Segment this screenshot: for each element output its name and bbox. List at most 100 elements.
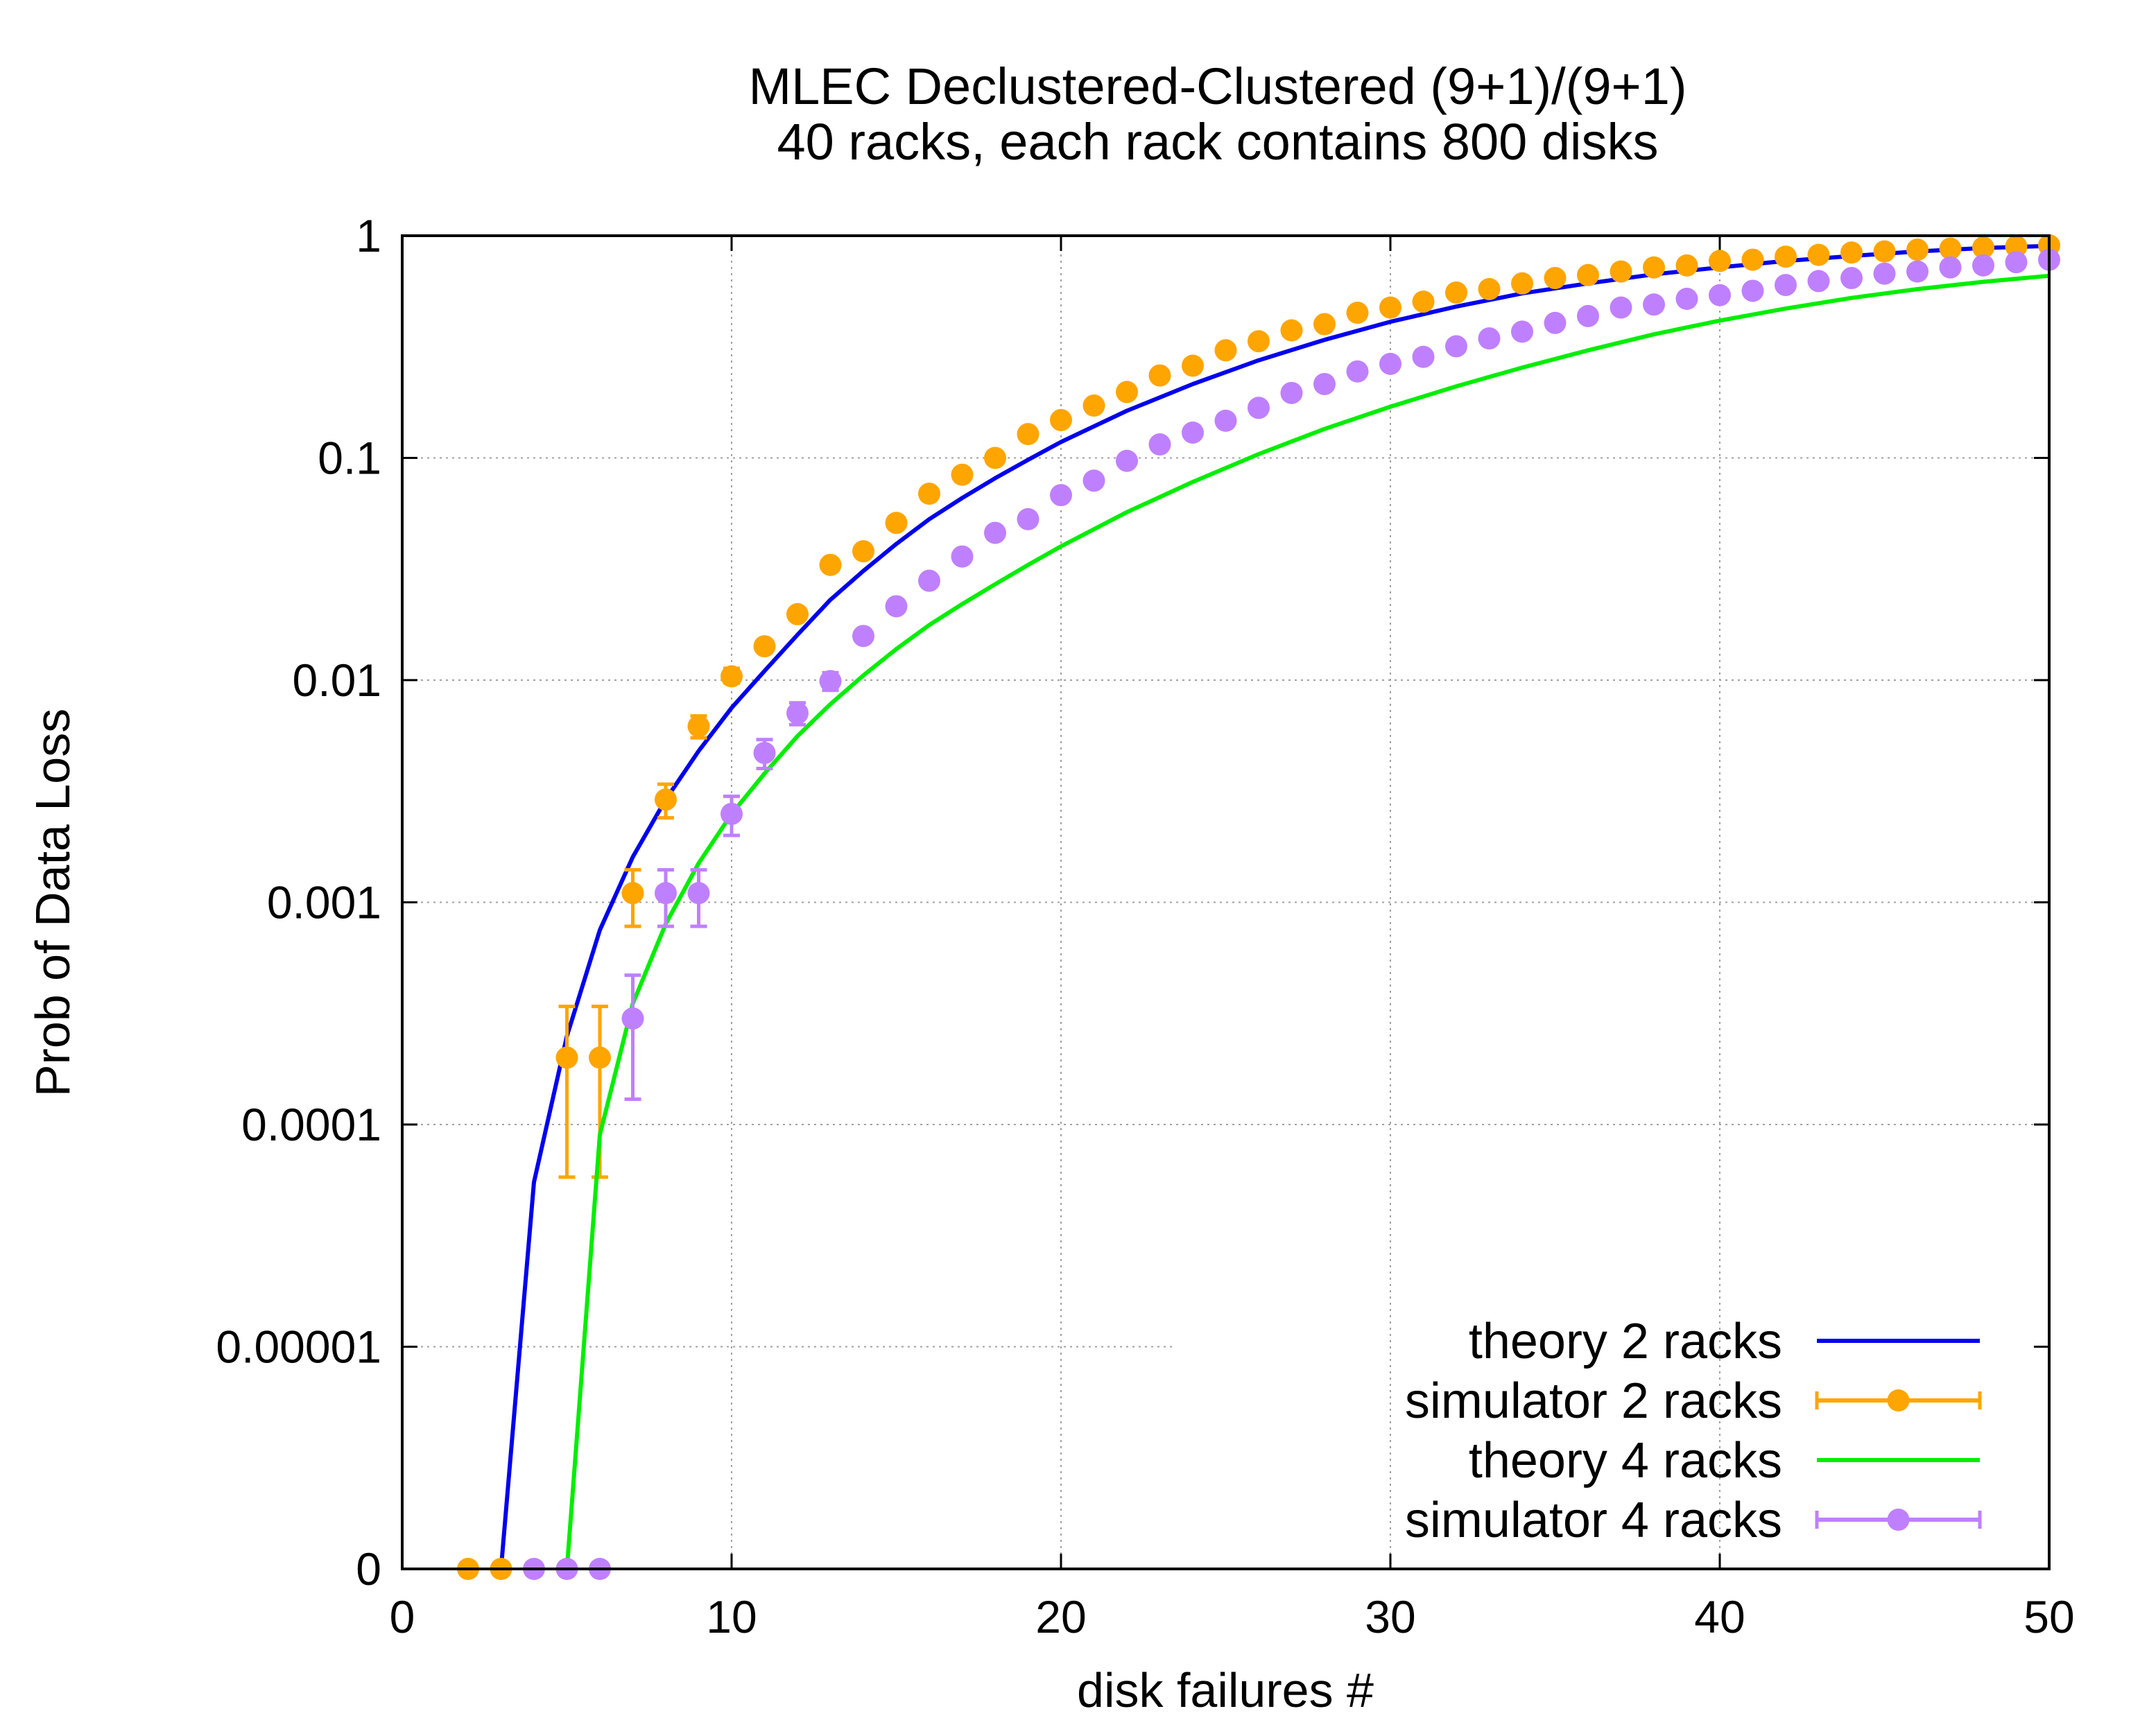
data-point bbox=[2005, 235, 2028, 258]
series-layer bbox=[457, 234, 2060, 1580]
data-point bbox=[1511, 320, 1533, 343]
data-point bbox=[1840, 241, 1863, 264]
data-point bbox=[655, 788, 677, 811]
grid bbox=[402, 236, 2049, 1569]
x-tick-label: 30 bbox=[1365, 1591, 1415, 1642]
data-point bbox=[1017, 507, 1039, 530]
data-point bbox=[621, 882, 644, 905]
data-point bbox=[1873, 240, 1896, 263]
data-point bbox=[2005, 251, 2028, 274]
data-point bbox=[1741, 248, 1764, 271]
y-tick-label: 0.001 bbox=[267, 877, 381, 928]
data-point bbox=[1412, 345, 1435, 368]
x-tick-label: 50 bbox=[2024, 1591, 2074, 1642]
legend-label: theory 4 racks bbox=[1469, 1433, 1782, 1488]
data-point bbox=[852, 625, 874, 648]
data-point bbox=[1116, 449, 1138, 472]
data-point bbox=[951, 463, 974, 486]
x-tick-label: 20 bbox=[1035, 1591, 1086, 1642]
legend-item-3: theory 4 racks bbox=[1469, 1433, 1980, 1488]
data-point bbox=[1610, 296, 1632, 319]
ticks: 0 10 20 30 40 50 0 0.00001 0.0001 0.001 0.01 0.1 1 bbox=[216, 210, 2074, 1642]
data-point bbox=[984, 521, 1006, 544]
data-point bbox=[885, 512, 908, 535]
data-point bbox=[1148, 364, 1171, 387]
data-point bbox=[1346, 302, 1369, 324]
data-point bbox=[1775, 274, 1797, 297]
data-point bbox=[1544, 311, 1567, 334]
data-point bbox=[1775, 245, 1797, 268]
data-point bbox=[1972, 254, 1994, 277]
data-point bbox=[1643, 293, 1665, 316]
data-point bbox=[1148, 433, 1171, 456]
data-point bbox=[721, 802, 743, 825]
data-point bbox=[1445, 335, 1467, 358]
data-point bbox=[621, 1007, 644, 1030]
data-point bbox=[1873, 262, 1896, 285]
data-point bbox=[1379, 352, 1401, 375]
data-point bbox=[1972, 236, 1994, 259]
data-point bbox=[1182, 421, 1204, 444]
data-point bbox=[1017, 423, 1039, 446]
legend-label: simulator 2 racks bbox=[1405, 1373, 1782, 1429]
data-point bbox=[753, 635, 776, 658]
data-point bbox=[687, 715, 710, 738]
data-point bbox=[1544, 267, 1567, 290]
series-line bbox=[499, 243, 2050, 1570]
data-point bbox=[1807, 243, 1830, 266]
data-point bbox=[786, 602, 809, 625]
data-point bbox=[1675, 254, 1698, 277]
data-point bbox=[885, 595, 908, 618]
series-1 bbox=[499, 243, 2050, 1570]
data-point bbox=[1280, 381, 1303, 404]
data-point bbox=[753, 742, 776, 765]
data-point bbox=[1082, 394, 1105, 417]
data-point bbox=[1082, 469, 1105, 492]
x-tick-label: 40 bbox=[1694, 1591, 1745, 1642]
data-point bbox=[1346, 360, 1369, 383]
data-point bbox=[1182, 354, 1204, 377]
data-point bbox=[1939, 256, 1962, 279]
data-point bbox=[1840, 267, 1863, 290]
series-2 bbox=[457, 234, 2060, 1580]
legend-swatch-point bbox=[1887, 1509, 1910, 1531]
x-tick-label: 0 bbox=[390, 1591, 415, 1642]
data-point bbox=[1445, 281, 1467, 304]
data-point bbox=[918, 483, 940, 505]
data-point bbox=[951, 545, 974, 568]
data-point bbox=[1807, 270, 1830, 293]
data-point bbox=[1577, 304, 1599, 327]
data-point bbox=[918, 569, 940, 592]
data-point bbox=[1478, 278, 1501, 301]
y-tick-label: 0.00001 bbox=[216, 1321, 381, 1373]
data-point bbox=[1280, 319, 1303, 342]
data-point bbox=[1675, 288, 1698, 311]
data-point bbox=[1050, 408, 1072, 431]
data-point bbox=[1248, 397, 1270, 419]
data-point bbox=[555, 1046, 578, 1069]
data-point bbox=[1379, 296, 1401, 319]
data-point bbox=[1610, 260, 1632, 283]
data-point bbox=[1906, 238, 1929, 261]
y-tick-label: 0.0001 bbox=[241, 1099, 381, 1150]
data-point bbox=[1939, 237, 1962, 260]
data-point bbox=[687, 882, 710, 905]
chart-title: MLEC Declustered-Clustered (9+1)/(9+1) bbox=[748, 58, 1686, 115]
data-point bbox=[1214, 339, 1237, 362]
x-tick-label: 10 bbox=[706, 1591, 757, 1642]
data-point bbox=[819, 553, 842, 576]
y-tick-label: 0.1 bbox=[318, 433, 381, 484]
data-point bbox=[1214, 409, 1237, 432]
data-point bbox=[852, 540, 874, 563]
data-point bbox=[1478, 327, 1501, 350]
y-tick-label: 0.01 bbox=[293, 654, 381, 706]
legend-item-2: simulator 2 racks bbox=[1405, 1373, 1982, 1429]
legend-item-1: theory 2 racks bbox=[1469, 1314, 1980, 1369]
data-point bbox=[1577, 263, 1599, 286]
data-point bbox=[1248, 330, 1270, 353]
legend-label: theory 2 racks bbox=[1469, 1314, 1782, 1369]
data-point bbox=[1313, 372, 1336, 395]
data-point bbox=[1511, 272, 1533, 295]
